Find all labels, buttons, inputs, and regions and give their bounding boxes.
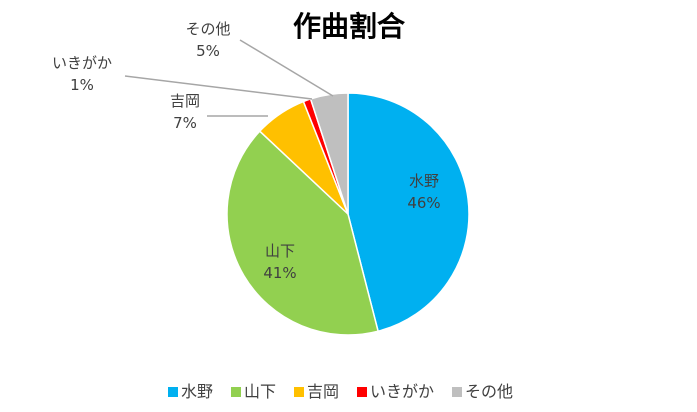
slice-3-label-name: 吉岡 bbox=[170, 92, 200, 110]
legend-swatch-1 bbox=[168, 387, 178, 397]
legend-label-4: いきがか bbox=[370, 382, 434, 401]
legend: 水野 山下 吉岡 いきがか その他 bbox=[168, 382, 513, 401]
legend-swatch-4 bbox=[357, 387, 367, 397]
slice-5-leader-line bbox=[239, 39, 334, 97]
slice-5-label-percent: 5% bbox=[196, 42, 220, 60]
slice-2 bbox=[226, 130, 380, 336]
slice-4-leader-line bbox=[124, 75, 313, 100]
slice-1 bbox=[347, 92, 470, 333]
legend-swatch-2 bbox=[231, 387, 241, 397]
slice-1-label-percent: 46% bbox=[407, 194, 440, 212]
slice-5-label-name: その他 bbox=[185, 20, 230, 38]
legend-label-3: 吉岡 bbox=[307, 382, 339, 401]
slice-3-label-percent: 7% bbox=[173, 114, 197, 132]
slice-2-label-percent: 41% bbox=[263, 264, 296, 282]
legend-swatch-5 bbox=[452, 387, 462, 397]
slice-2-label-name: 山下 bbox=[265, 242, 295, 260]
leader-lines bbox=[124, 39, 334, 117]
legend-swatch-3 bbox=[294, 387, 304, 397]
chart-title: 作曲割合 bbox=[293, 10, 406, 43]
slice-4-label-name: いきがか bbox=[52, 54, 112, 72]
pie-slices bbox=[226, 92, 470, 336]
slice-1-label-name: 水野 bbox=[409, 172, 439, 190]
slice-4-label-percent: 1% bbox=[70, 76, 94, 94]
data-labels: 水野 46% 山下 41% 吉岡 7% いきがか 1% その他 5% bbox=[52, 20, 441, 282]
legend-label-5: その他 bbox=[465, 382, 513, 401]
legend-label-2: 山下 bbox=[244, 382, 276, 401]
legend-label-1: 水野 bbox=[181, 382, 213, 401]
